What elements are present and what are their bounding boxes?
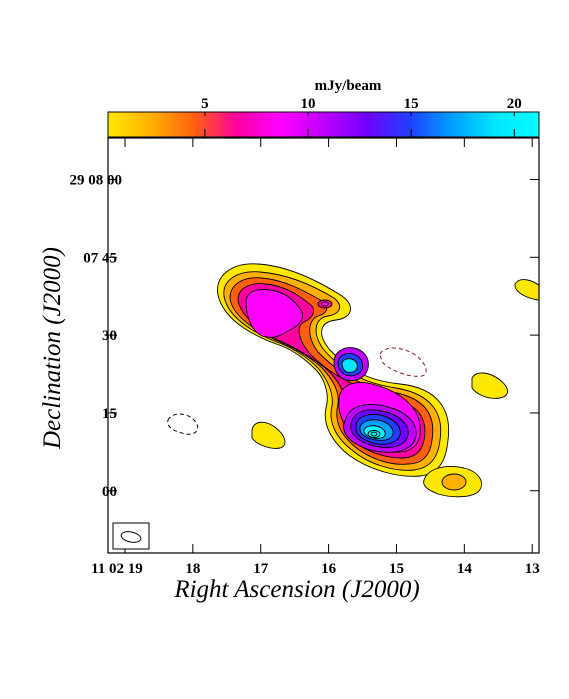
colorbar-unit-label: mJy/beam xyxy=(315,78,382,94)
map-image xyxy=(167,263,539,498)
colorbar-bar xyxy=(107,111,540,138)
contour-level-5 xyxy=(245,289,303,338)
y-axis-tick-label: 29 08 00 xyxy=(70,173,123,189)
y-axis-ticks xyxy=(108,179,539,492)
x-axis-label: Right Ascension (J2000) xyxy=(173,576,419,603)
x-axis-tick-label: 17 xyxy=(253,561,269,577)
ne-knot-contour-2 xyxy=(321,301,329,307)
colorbar: mJy/beam 5 10 15 20 xyxy=(107,78,540,138)
colorbar-tick-labels: 5 10 15 20 xyxy=(201,96,522,112)
x-axis-tick-labels: 11 02 19 18 17 16 15 14 13 xyxy=(91,561,540,577)
x-axis-tick-label: 16 xyxy=(321,561,337,577)
beam-indicator xyxy=(112,522,150,550)
y-axis-tick-label: 30 xyxy=(102,328,117,344)
colorbar-tick-label: 5 xyxy=(201,96,209,112)
sw-blob-inner xyxy=(441,473,467,491)
blob-west-lower xyxy=(251,421,286,449)
blob-east-mid xyxy=(471,372,508,399)
x-axis-ticks xyxy=(124,138,533,553)
beam-box xyxy=(112,522,150,550)
negative-contours xyxy=(167,347,427,435)
x-axis-tick-label: 13 xyxy=(525,561,540,577)
emission-fill xyxy=(217,263,539,498)
y-axis-tick-label: 15 xyxy=(102,406,117,422)
middle-knot-core xyxy=(341,358,358,373)
y-axis-tick-label: 07 45 xyxy=(83,250,117,266)
colorbar-ticks xyxy=(204,112,515,137)
x-axis-tick-label: 18 xyxy=(185,561,200,577)
blob-east-top xyxy=(514,279,539,301)
x-axis-tick-label: 14 xyxy=(457,561,473,577)
plot-frame: 11 02 19 18 17 16 15 14 13 29 08 00 07 45 30 15 00 xyxy=(70,137,540,577)
x-axis-tick-label: 11 02 19 xyxy=(91,561,143,577)
colorbar-tick-label: 15 xyxy=(404,96,419,112)
beam-ellipse xyxy=(120,531,142,543)
colorbar-tick-label: 10 xyxy=(301,96,316,112)
core-contour-7 xyxy=(370,431,378,437)
plot-border xyxy=(107,137,540,554)
x-axis-tick-label: 15 xyxy=(389,561,404,577)
colorbar-tick-label: 20 xyxy=(507,96,522,112)
y-axis-tick-labels: 29 08 00 07 45 30 15 00 xyxy=(70,173,123,500)
y-axis-label: Declination (J2000) xyxy=(39,247,66,450)
y-axis-tick-label: 00 xyxy=(102,484,117,500)
negative-contour-west xyxy=(167,413,199,435)
negative-contour-east xyxy=(379,347,427,377)
